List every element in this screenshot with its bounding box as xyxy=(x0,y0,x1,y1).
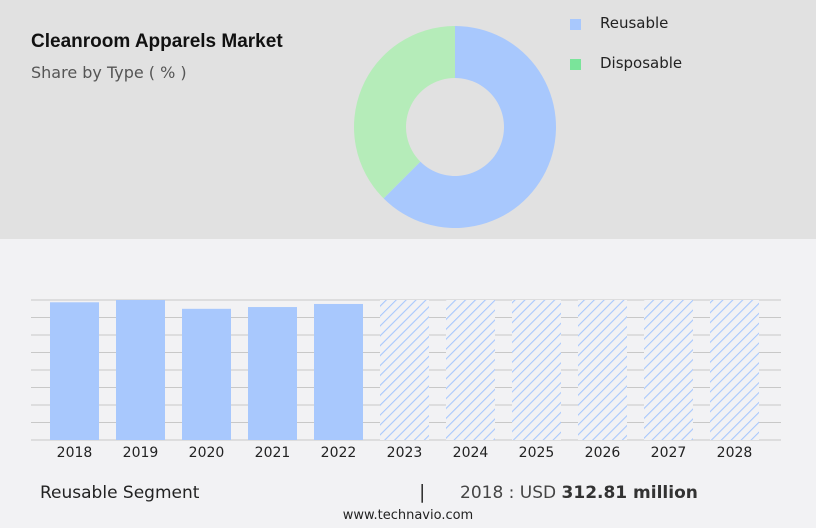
forecast-bar-2024 xyxy=(446,300,495,440)
x-axis-label: 2025 xyxy=(518,445,555,461)
bar-2021 xyxy=(248,307,297,440)
legend-label: Reusable xyxy=(600,14,669,32)
forecast-bar-2027 xyxy=(644,300,693,440)
donut-slice-reusable xyxy=(383,26,556,228)
segment-label: Reusable Segment xyxy=(40,483,200,503)
bar-2019 xyxy=(116,300,165,440)
footer-separator: | xyxy=(419,481,426,503)
segment-value: 2018 : USD 312.81 million xyxy=(460,483,698,503)
bar-2020 xyxy=(182,308,231,440)
forecast-bar-2025 xyxy=(512,300,561,440)
x-axis-label: 2023 xyxy=(386,445,423,461)
donut-slice-disposable xyxy=(354,26,455,199)
legend-swatch-reusable xyxy=(570,19,581,30)
segment-year-prefix: 2018 : USD xyxy=(460,483,562,503)
x-axis-label: 2028 xyxy=(716,445,753,461)
chart-title: Cleanroom Apparels Market xyxy=(31,31,283,52)
x-axis-label: 2022 xyxy=(320,445,357,461)
forecast-bar-2023 xyxy=(380,300,429,440)
source-url: www.technavio.com xyxy=(342,508,474,523)
chart-subtitle: Share by Type ( % ) xyxy=(31,63,187,82)
x-axis-label: 2019 xyxy=(122,445,159,461)
bar-plot-area xyxy=(31,299,781,441)
x-axis-label: 2026 xyxy=(584,445,621,461)
bar-2022 xyxy=(314,303,363,440)
legend-swatch-disposable xyxy=(570,59,581,70)
x-axis-label: 2020 xyxy=(188,445,225,461)
legend-label: Disposable xyxy=(600,54,683,72)
x-axis-label: 2018 xyxy=(56,445,93,461)
forecast-bar-2028 xyxy=(710,300,759,440)
bar-2018 xyxy=(50,302,99,440)
forecast-bar-2026 xyxy=(578,300,627,440)
segment-value-amount: 312.81 million xyxy=(561,483,698,503)
donut-chart xyxy=(354,26,556,228)
x-axis-label: 2021 xyxy=(254,445,291,461)
x-axis-label: 2024 xyxy=(452,445,489,461)
bar-chart: 2018 2019 2020 2021 2022 2023 2024 2025 2026 2027… xyxy=(0,240,816,470)
x-axis-label: 2027 xyxy=(650,445,687,461)
